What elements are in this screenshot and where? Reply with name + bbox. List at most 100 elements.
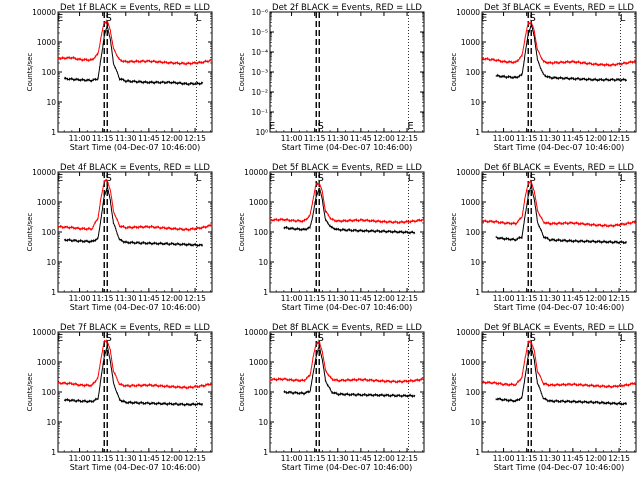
lld-series-line	[482, 339, 637, 389]
x-tick-label: 11:00	[281, 454, 303, 463]
x-tick-label: 11:30	[115, 454, 137, 463]
x-tick-label: 11:15	[516, 454, 538, 463]
x-tick-label: 11:45	[562, 134, 584, 143]
x-tick-label: 11:45	[350, 294, 372, 303]
marker-label: S	[106, 173, 112, 184]
y-tick-label: 10⁻⁶	[251, 8, 268, 17]
detector-panel: Det 3f BLACK = Events, RED = LLD 1 10 100 10…	[450, 3, 637, 152]
y-tick-label: 100	[42, 228, 57, 237]
plot-frame	[57, 331, 213, 453]
x-tick-label: 12:00	[161, 134, 183, 143]
x-tick-label: 11:15	[92, 454, 114, 463]
marker-label: E	[481, 13, 487, 24]
y-tick-label: 100	[42, 388, 57, 397]
y-tick-label: 1000	[37, 38, 56, 47]
panel-title: Det 7f BLACK = Events, RED = LLD	[60, 323, 210, 333]
x-axis-label: Start Time (04-Dec-07 10:46:00)	[494, 143, 625, 152]
panel-title: Det 2f BLACK = Events, RED = LLD	[272, 3, 422, 13]
y-tick-label: 10⁻⁴	[251, 48, 268, 57]
y-tick-label: 1000	[37, 198, 56, 207]
y-tick-label: 100	[466, 388, 481, 397]
x-axis-label: Start Time (04-Dec-07 10:46:00)	[282, 303, 413, 312]
x-axis-label: Start Time (04-Dec-07 10:46:00)	[70, 143, 201, 152]
events-series-line	[283, 345, 416, 399]
y-tick-label: 10	[470, 98, 480, 107]
y-axis-label: Counts/sec	[450, 373, 458, 412]
lld-series-line	[57, 178, 213, 232]
marker-label: L	[620, 13, 626, 24]
panel-title: Det 8f BLACK = Events, RED = LLD	[272, 323, 422, 333]
y-tick-label: 10000	[244, 168, 268, 177]
y-tick-label: 10⁰	[255, 128, 268, 137]
x-tick-label: 12:15	[608, 454, 630, 463]
detector-panel: Det 1f BLACK = Events, RED = LLD 1 10 100 10…	[26, 3, 213, 152]
y-tick-label: 10	[46, 418, 56, 427]
marker-label: L	[620, 333, 626, 344]
x-tick-label: 12:15	[608, 294, 630, 303]
x-tick-label: 11:30	[539, 294, 561, 303]
x-tick-label: 11:45	[138, 134, 160, 143]
marker-label: S	[530, 333, 536, 344]
x-tick-label: 11:15	[304, 294, 326, 303]
y-tick-label: 1	[51, 128, 56, 137]
y-tick-label: 10⁻³	[251, 68, 268, 77]
y-tick-label: 1000	[249, 358, 268, 367]
panel-title: Det 4f BLACK = Events, RED = LLD	[60, 163, 210, 173]
y-tick-label: 100	[42, 68, 57, 77]
marker-label: L	[196, 333, 202, 344]
panel-title: Det 1f BLACK = Events, RED = LLD	[60, 3, 210, 13]
x-tick-label: 12:00	[161, 294, 183, 303]
x-axis-label: Start Time (04-Dec-07 10:46:00)	[494, 463, 625, 472]
marker-label: L	[196, 13, 202, 24]
y-axis-label: Counts/sec	[450, 53, 458, 92]
y-tick-label: 10	[470, 258, 480, 267]
marker-label: S	[106, 333, 112, 344]
x-tick-label: 11:30	[539, 134, 561, 143]
y-axis-label: Counts/sec	[450, 213, 458, 252]
x-tick-label: 11:30	[327, 454, 349, 463]
x-tick-label: 12:00	[161, 454, 183, 463]
plot-frame	[481, 11, 637, 133]
y-tick-label: 10000	[244, 328, 268, 337]
y-tick-label: 1000	[249, 198, 268, 207]
y-axis-label: Counts/sec	[238, 373, 246, 412]
y-tick-label: 100	[466, 68, 481, 77]
y-tick-label: 10	[470, 418, 480, 427]
x-tick-label: 12:00	[373, 294, 395, 303]
y-tick-label: 1000	[461, 38, 480, 47]
marker-label: E	[57, 333, 63, 344]
x-tick-label: 11:45	[138, 294, 160, 303]
y-tick-label: 10	[258, 418, 268, 427]
x-tick-label: 12:15	[396, 294, 418, 303]
x-tick-label: 11:30	[115, 134, 137, 143]
marker-label: E	[481, 173, 487, 184]
events-series-line	[495, 22, 627, 83]
x-tick-label: 11:45	[562, 454, 584, 463]
x-tick-label: 12:00	[585, 294, 607, 303]
y-tick-label: 10000	[32, 8, 56, 17]
y-tick-label: 1	[51, 288, 56, 297]
y-tick-label: 1000	[37, 358, 56, 367]
marker-label: L	[196, 173, 202, 184]
marker-label: E	[57, 173, 63, 184]
marker-label: L	[620, 173, 626, 184]
x-tick-label: 11:00	[69, 294, 91, 303]
marker-label: S	[318, 121, 324, 132]
marker-label: E	[57, 13, 63, 24]
panel-title: Det 6f BLACK = Events, RED = LLD	[484, 163, 634, 173]
events-series-line	[283, 187, 416, 235]
x-tick-label: 12:15	[396, 454, 418, 463]
y-tick-label: 1	[475, 288, 480, 297]
detector-panel: Det 2f BLACK = Events, RED = LLD 10⁰ 10⁻¹ 1…	[238, 3, 425, 152]
lld-series-line	[57, 339, 213, 390]
panel-title: Det 9f BLACK = Events, RED = LLD	[484, 323, 634, 333]
panel-title: Det 5f BLACK = Events, RED = LLD	[272, 163, 422, 173]
y-tick-label: 10000	[456, 168, 480, 177]
x-tick-label: 11:15	[304, 454, 326, 463]
x-tick-label: 11:15	[516, 134, 538, 143]
y-tick-label: 10⁻⁵	[251, 28, 268, 37]
x-axis-label: Start Time (04-Dec-07 10:46:00)	[70, 303, 201, 312]
y-tick-label: 100	[254, 228, 269, 237]
